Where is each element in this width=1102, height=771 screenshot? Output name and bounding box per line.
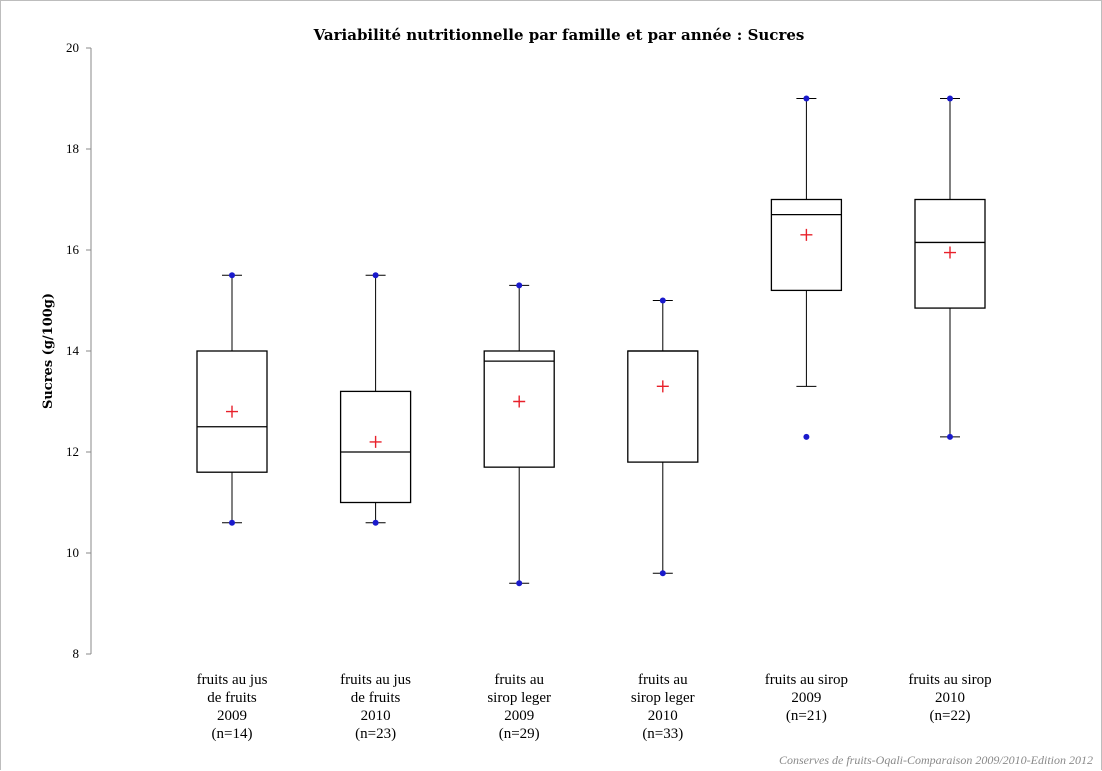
category-label-line: sirop leger — [631, 690, 695, 706]
extreme-point — [947, 95, 953, 102]
category-label-line: (n=23) — [355, 726, 396, 742]
category-label-line: 2010 — [361, 708, 391, 724]
category-label-line: 2010 — [648, 708, 678, 724]
y-tick-label: 12 — [66, 444, 79, 459]
category-label-line: de fruits — [207, 690, 257, 706]
category-label-line: 2009 — [504, 708, 534, 724]
y-tick-label: 10 — [66, 545, 79, 560]
category-labels: fruits au jus de fruits 2009 (n=14)fruits a… — [197, 672, 992, 742]
mean-marker — [369, 435, 382, 448]
box-iqr — [770, 198, 843, 292]
category-label: fruits au sirop leger 2010 (n=33) — [631, 672, 695, 742]
extreme-point — [947, 433, 953, 440]
category-label-line: de fruits — [351, 690, 401, 706]
y-tick-label: 8 — [73, 646, 80, 661]
category-label-line: 2009 — [791, 690, 821, 706]
extreme-point — [659, 570, 666, 577]
chart-title: Variabilité nutritionnelle par famille e… — [313, 26, 805, 44]
box-group — [339, 272, 412, 526]
y-tick-label: 14 — [66, 343, 80, 358]
source-note: Conserves de fruits-Oqali-Comparaison 20… — [779, 753, 1093, 767]
extreme-point — [659, 297, 666, 304]
category-label: fruits au sirop leger 2009 (n=29) — [487, 672, 551, 742]
box-iqr — [627, 350, 699, 463]
extreme-point — [516, 580, 523, 587]
extreme-point — [372, 519, 379, 526]
box-group — [483, 282, 555, 587]
category-label-line: 2010 — [935, 690, 965, 706]
category-label-line: (n=14) — [212, 726, 253, 742]
box-group — [196, 272, 268, 526]
category-label-line: fruits au — [638, 672, 688, 688]
category-label: fruits au jus de fruits 2009 (n=14) — [197, 672, 268, 742]
category-label-line: 2009 — [217, 708, 247, 724]
mean-marker — [226, 405, 238, 418]
category-label-line: fruits au — [494, 672, 544, 688]
category-label-line: fruits au sirop — [765, 672, 848, 688]
mean-marker — [800, 228, 813, 241]
box-group — [627, 297, 699, 577]
category-label-line: (n=22) — [930, 708, 971, 724]
extreme-point — [229, 519, 235, 526]
category-label-line: sirop leger — [487, 690, 551, 706]
extreme-point — [229, 272, 235, 279]
box-group — [770, 95, 843, 440]
extreme-point — [516, 282, 523, 289]
box-group — [914, 95, 986, 440]
category-label: fruits au sirop 2009 (n=21) — [765, 672, 848, 724]
y-tick-label: 20 — [66, 40, 79, 55]
mean-marker — [513, 395, 526, 408]
y-tick-label: 18 — [66, 141, 79, 156]
y-axis: 8 10 12 14 16 18 20 — [66, 40, 92, 661]
category-label: fruits au sirop 2010 (n=22) — [908, 672, 991, 724]
category-label-line: fruits au jus — [197, 672, 268, 688]
category-label-line: (n=33) — [642, 726, 683, 742]
category-label-line: (n=21) — [786, 708, 827, 724]
category-label-line: fruits au jus — [340, 672, 411, 688]
y-axis-label: Sucres (g/100g) — [41, 293, 56, 409]
category-label-line: (n=29) — [499, 726, 540, 742]
extreme-point — [372, 272, 379, 279]
category-label: fruits au jus de fruits 2010 (n=23) — [340, 672, 411, 742]
category-label-line: fruits au sirop — [908, 672, 991, 688]
extreme-point — [803, 95, 810, 102]
extreme-point — [803, 433, 810, 440]
mean-marker — [656, 380, 669, 393]
boxes-layer — [196, 95, 986, 587]
mean-marker — [944, 246, 956, 259]
y-tick-label: 16 — [66, 242, 80, 257]
box-iqr — [483, 350, 555, 468]
